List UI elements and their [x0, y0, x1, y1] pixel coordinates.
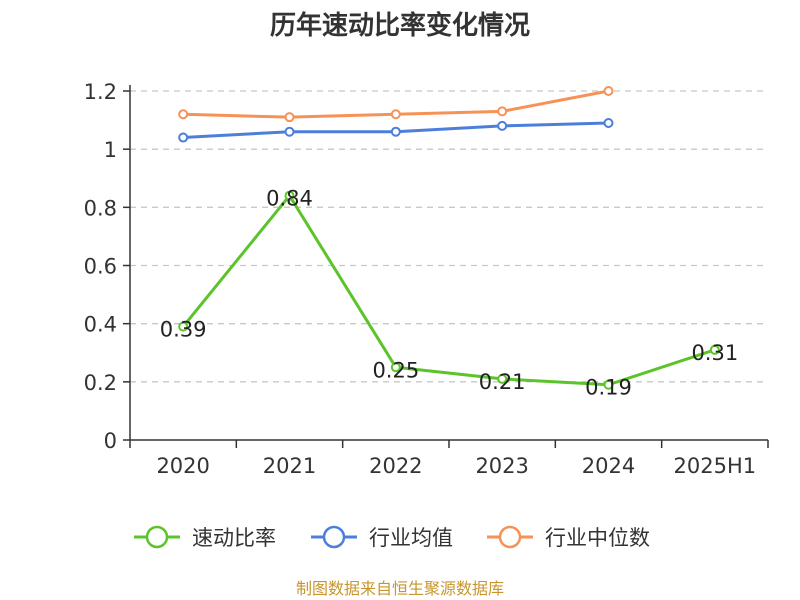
data-point [284, 190, 295, 201]
data-point [603, 117, 614, 128]
legend-item[interactable]: 行业中位数 [487, 525, 650, 550]
grid-lines [130, 90, 768, 383]
data-label: 0.21 [479, 370, 526, 394]
legend-marker-icon [498, 525, 522, 549]
y-tick-label: 0.8 [84, 196, 117, 220]
y-tick-label: 1 [104, 138, 117, 162]
data-point [390, 362, 401, 373]
data-labels: 0.39 0.84 0.25 0.21 0.19 0.31 [160, 187, 738, 400]
x-tick-label: 2024 [582, 454, 635, 478]
legend-label: 速动比率 [192, 526, 276, 550]
series-line [181, 194, 717, 387]
data-point [284, 112, 295, 123]
x-tick-label: 2020 [156, 454, 209, 478]
legend-label: 行业均值 [369, 526, 453, 550]
y-tick-label: 0.2 [84, 371, 117, 395]
chart-title: 历年速动比率变化情况 [270, 10, 530, 41]
data-point [390, 126, 401, 137]
legend-item[interactable]: 行业均值 [311, 525, 453, 550]
data-point [709, 344, 720, 355]
legend-marker-icon [322, 525, 346, 549]
data-point [178, 132, 189, 143]
data-point [497, 106, 508, 117]
data-label: 0.19 [585, 376, 632, 400]
data-point [178, 321, 189, 332]
data-label: 0.84 [266, 187, 313, 211]
x-tick-label: 2023 [475, 454, 528, 478]
y-tick-label: 0.6 [84, 255, 117, 279]
x-tick-label: 2022 [369, 454, 422, 478]
data-label: 0.31 [691, 341, 738, 365]
data-point [497, 373, 508, 384]
y-tick-label: 0 [104, 429, 117, 453]
data-point [603, 379, 614, 390]
legend-item[interactable]: 速动比率 [134, 525, 276, 550]
source-note: 制图数据来自恒生聚源数据库 [296, 579, 504, 598]
legend: 速动比率 行业均值 行业中位数 [134, 525, 650, 550]
data-point [497, 120, 508, 131]
y-tick-label: 1.2 [84, 80, 117, 104]
data-point [284, 126, 295, 137]
legend-label: 行业中位数 [545, 526, 650, 550]
y-tick-label: 0.4 [84, 313, 117, 337]
series-lines [178, 86, 720, 390]
data-label: 0.39 [160, 318, 207, 342]
legend-marker-icon [145, 525, 169, 549]
data-point [390, 109, 401, 120]
x-tick-label: 2021 [263, 454, 316, 478]
data-label: 0.25 [372, 358, 419, 382]
axes: 0 0.2 0.4 0.6 0.8 1 1.2 2020 2021 2022 2023 2024 202… [84, 80, 769, 478]
x-tick-label: 2025H1 [674, 454, 757, 478]
data-point [178, 109, 189, 120]
data-point [603, 86, 614, 96]
